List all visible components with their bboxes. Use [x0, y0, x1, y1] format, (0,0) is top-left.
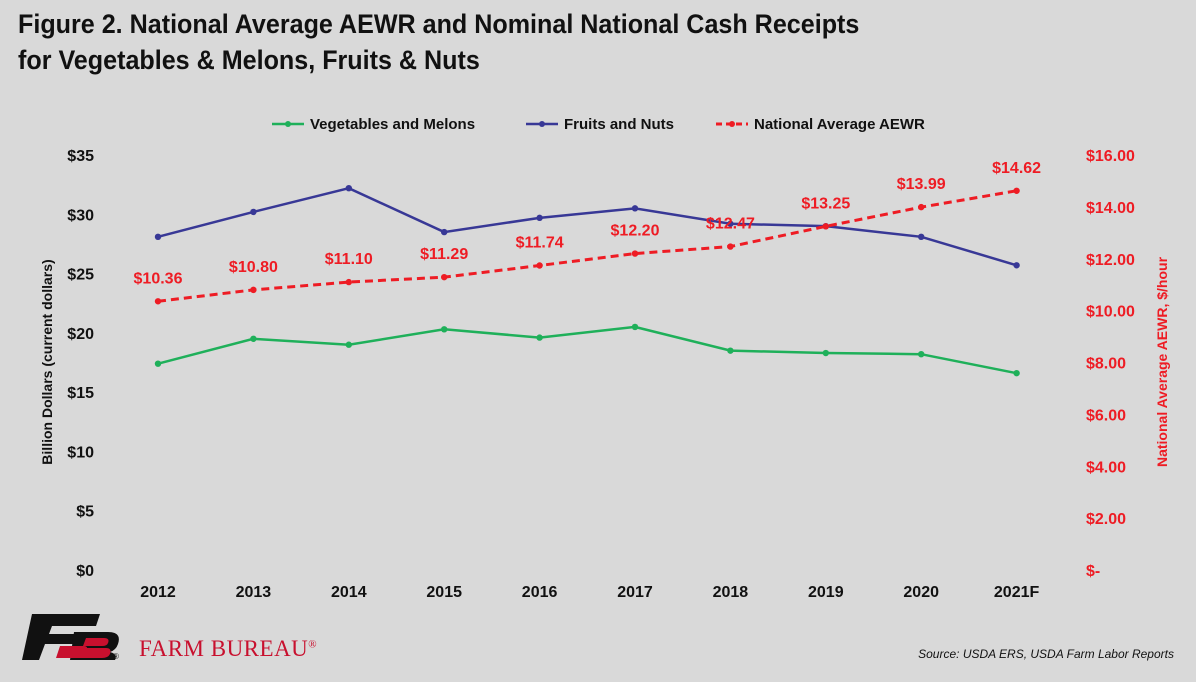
right-tick-label: $12.00	[1086, 252, 1135, 269]
data-point	[345, 185, 352, 192]
legend-marker	[539, 121, 545, 127]
x-tick-label: 2014	[331, 584, 367, 601]
data-label: $10.80	[229, 259, 278, 276]
series-line	[157, 189, 1017, 303]
brand-name: FARM BUREAU®	[139, 636, 317, 662]
data-label: $11.74	[516, 234, 564, 251]
x-tick-label: 2012	[140, 584, 176, 601]
right-tick-label: $16.00	[1086, 148, 1135, 165]
left-tick-label: $15	[67, 385, 94, 402]
legend-marker	[285, 121, 291, 127]
data-point	[822, 223, 829, 230]
x-tick-label: 2021F	[994, 584, 1040, 601]
series-line	[157, 325, 1017, 375]
logo-registered-mark: ®	[113, 652, 119, 661]
chart-title: Figure 2. National Average AEWR and Nomi…	[18, 6, 1097, 78]
right-tick-label: $2.00	[1086, 511, 1126, 528]
data-label: $10.36	[134, 270, 183, 287]
right-tick-label: $4.00	[1086, 459, 1126, 476]
series-line	[157, 186, 1017, 267]
data-point	[345, 278, 352, 286]
data-label: $12.47	[706, 216, 755, 233]
right-tick-label: $14.00	[1086, 200, 1135, 217]
data-point	[631, 250, 639, 257]
data-label: $12.20	[611, 223, 660, 240]
left-tick-label: $10	[67, 444, 94, 461]
data-point	[1013, 187, 1020, 194]
data-point	[631, 323, 639, 331]
right-tick-label: $6.00	[1086, 407, 1126, 424]
data-point	[727, 220, 734, 227]
title-line-1: Figure 2. National Average AEWR and Nomi…	[18, 9, 860, 39]
data-point	[154, 298, 162, 305]
data-label: $14.62	[992, 160, 1041, 177]
data-point	[154, 360, 162, 367]
right-tick-label: $8.00	[1086, 356, 1126, 373]
legend-label: National Average AEWR	[754, 116, 925, 133]
left-tick-label: $0	[76, 563, 94, 580]
data-point	[631, 205, 639, 212]
y-axis-label-right: National Average AEWR, $/hour	[1154, 256, 1170, 467]
data-point	[1013, 369, 1020, 377]
left-tick-label: $25	[67, 267, 94, 284]
data-label: $13.25	[801, 195, 850, 212]
data-point	[918, 351, 925, 358]
farm-bureau-logo-icon	[22, 614, 119, 660]
x-tick-label: 2016	[522, 584, 558, 601]
data-point	[250, 335, 257, 342]
data-label: $11.29	[420, 246, 468, 263]
right-tick-label: $10.00	[1086, 304, 1135, 321]
data-point	[536, 214, 543, 222]
x-tick-label: 2020	[903, 584, 939, 601]
data-label: $11.10	[325, 251, 373, 268]
data-point	[918, 233, 925, 241]
left-tick-label: $20	[67, 326, 94, 343]
data-point	[250, 286, 257, 294]
title-line-2: for Vegetables & Melons, Fruits & Nuts	[18, 45, 480, 75]
data-point	[727, 347, 734, 354]
right-tick-label: $-	[1086, 563, 1100, 580]
data-point	[536, 262, 543, 269]
registered-mark: ®	[308, 638, 318, 651]
legend-marker	[729, 121, 735, 127]
data-point	[727, 243, 734, 250]
data-point	[536, 334, 543, 341]
data-point	[250, 208, 257, 216]
left-tick-label: $35	[67, 148, 94, 165]
data-point	[441, 228, 448, 236]
data-point	[441, 326, 448, 333]
legend-label: Vegetables and Melons	[310, 116, 475, 133]
x-tick-label: 2013	[236, 584, 272, 601]
legend-label: Fruits and Nuts	[564, 116, 674, 133]
data-point	[1013, 262, 1020, 269]
data-point	[154, 233, 162, 241]
source-note: Source: USDA ERS, USDA Farm Labor Report…	[918, 647, 1174, 661]
data-point	[441, 273, 448, 281]
x-tick-label: 2017	[617, 584, 653, 601]
left-tick-label: $30	[67, 207, 94, 224]
brand-text: FARM BUREAU	[139, 636, 309, 661]
data-point	[345, 341, 352, 348]
x-tick-label: 2018	[713, 584, 749, 601]
y-axis-label-left: Billion Dollars (current dollars)	[39, 259, 55, 464]
data-label: $13.99	[897, 176, 946, 193]
left-tick-label: $5	[76, 504, 94, 521]
x-tick-label: 2019	[808, 584, 844, 601]
x-tick-label: 2015	[426, 584, 462, 601]
data-point	[918, 203, 925, 211]
data-point	[822, 349, 829, 357]
